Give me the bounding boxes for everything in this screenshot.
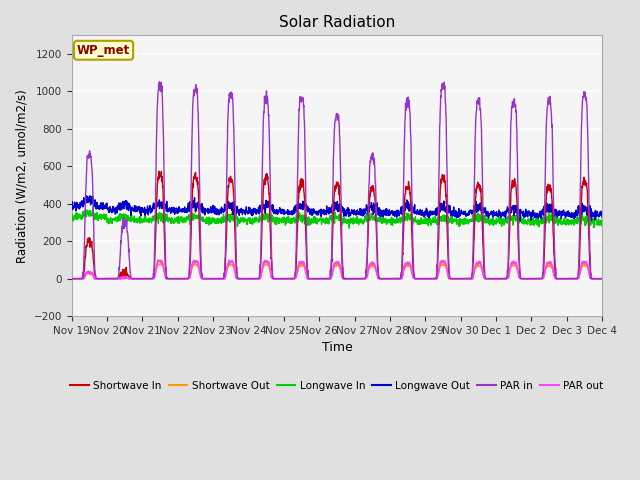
PAR out bbox=[116, 276, 124, 282]
PAR out bbox=[566, 276, 574, 282]
Shortwave Out bbox=[353, 276, 360, 282]
PAR in bbox=[598, 276, 606, 282]
Longwave In bbox=[89, 204, 97, 210]
Longwave Out bbox=[364, 209, 372, 215]
PAR out bbox=[353, 276, 360, 282]
PAR in bbox=[566, 276, 574, 282]
Y-axis label: Radiation (W/m2, umol/m2/s): Radiation (W/m2, umol/m2/s) bbox=[15, 89, 28, 263]
Longwave Out bbox=[216, 210, 223, 216]
Shortwave Out bbox=[191, 261, 199, 266]
Line: Longwave In: Longwave In bbox=[72, 207, 602, 228]
Line: PAR out: PAR out bbox=[72, 260, 602, 279]
Shortwave In bbox=[491, 276, 499, 282]
Shortwave Out bbox=[364, 272, 372, 277]
Line: Shortwave Out: Shortwave Out bbox=[72, 264, 602, 279]
Line: Longwave Out: Longwave Out bbox=[72, 195, 602, 221]
Longwave In bbox=[346, 226, 353, 231]
Shortwave Out bbox=[598, 276, 606, 282]
Longwave Out bbox=[82, 192, 90, 198]
PAR out bbox=[216, 276, 224, 282]
Shortwave In bbox=[216, 276, 223, 282]
PAR out bbox=[552, 276, 559, 281]
PAR in bbox=[552, 273, 559, 279]
Longwave Out bbox=[491, 213, 499, 219]
PAR out bbox=[598, 276, 606, 282]
Shortwave In bbox=[68, 276, 76, 282]
PAR out bbox=[364, 269, 372, 275]
Title: Solar Radiation: Solar Radiation bbox=[279, 15, 395, 30]
PAR in bbox=[156, 79, 163, 84]
Shortwave In bbox=[598, 276, 606, 282]
Shortwave Out bbox=[566, 276, 574, 282]
X-axis label: Time: Time bbox=[321, 341, 352, 354]
PAR out bbox=[154, 257, 162, 263]
Shortwave In bbox=[155, 168, 163, 174]
Line: PAR in: PAR in bbox=[72, 82, 602, 279]
Longwave In bbox=[492, 220, 499, 226]
Shortwave Out bbox=[216, 276, 223, 282]
PAR out bbox=[492, 276, 499, 282]
Shortwave Out bbox=[68, 276, 76, 282]
Shortwave In bbox=[353, 276, 360, 282]
PAR in bbox=[353, 276, 360, 282]
PAR in bbox=[216, 276, 223, 282]
Text: WP_met: WP_met bbox=[77, 44, 130, 57]
PAR in bbox=[364, 229, 372, 235]
Shortwave Out bbox=[552, 276, 559, 281]
Longwave In bbox=[364, 214, 372, 219]
Longwave In bbox=[598, 217, 606, 223]
Longwave In bbox=[566, 217, 574, 223]
Shortwave In bbox=[566, 276, 574, 282]
Longwave Out bbox=[566, 213, 574, 219]
Longwave In bbox=[353, 220, 360, 226]
Longwave Out bbox=[552, 211, 559, 217]
PAR in bbox=[491, 276, 499, 282]
Shortwave In bbox=[364, 243, 372, 249]
Legend: Shortwave In, Shortwave Out, Longwave In, Longwave Out, PAR in, PAR out: Shortwave In, Shortwave Out, Longwave In… bbox=[66, 377, 608, 395]
Longwave Out bbox=[68, 206, 76, 212]
Shortwave Out bbox=[491, 276, 499, 282]
Longwave In bbox=[68, 211, 76, 217]
Longwave Out bbox=[516, 218, 524, 224]
Line: Shortwave In: Shortwave In bbox=[72, 171, 602, 279]
PAR in bbox=[68, 276, 76, 282]
Longwave Out bbox=[598, 215, 606, 220]
Longwave In bbox=[216, 219, 223, 225]
Shortwave In bbox=[552, 275, 559, 281]
PAR out bbox=[68, 276, 76, 282]
Longwave In bbox=[552, 219, 559, 225]
Longwave Out bbox=[353, 209, 360, 215]
